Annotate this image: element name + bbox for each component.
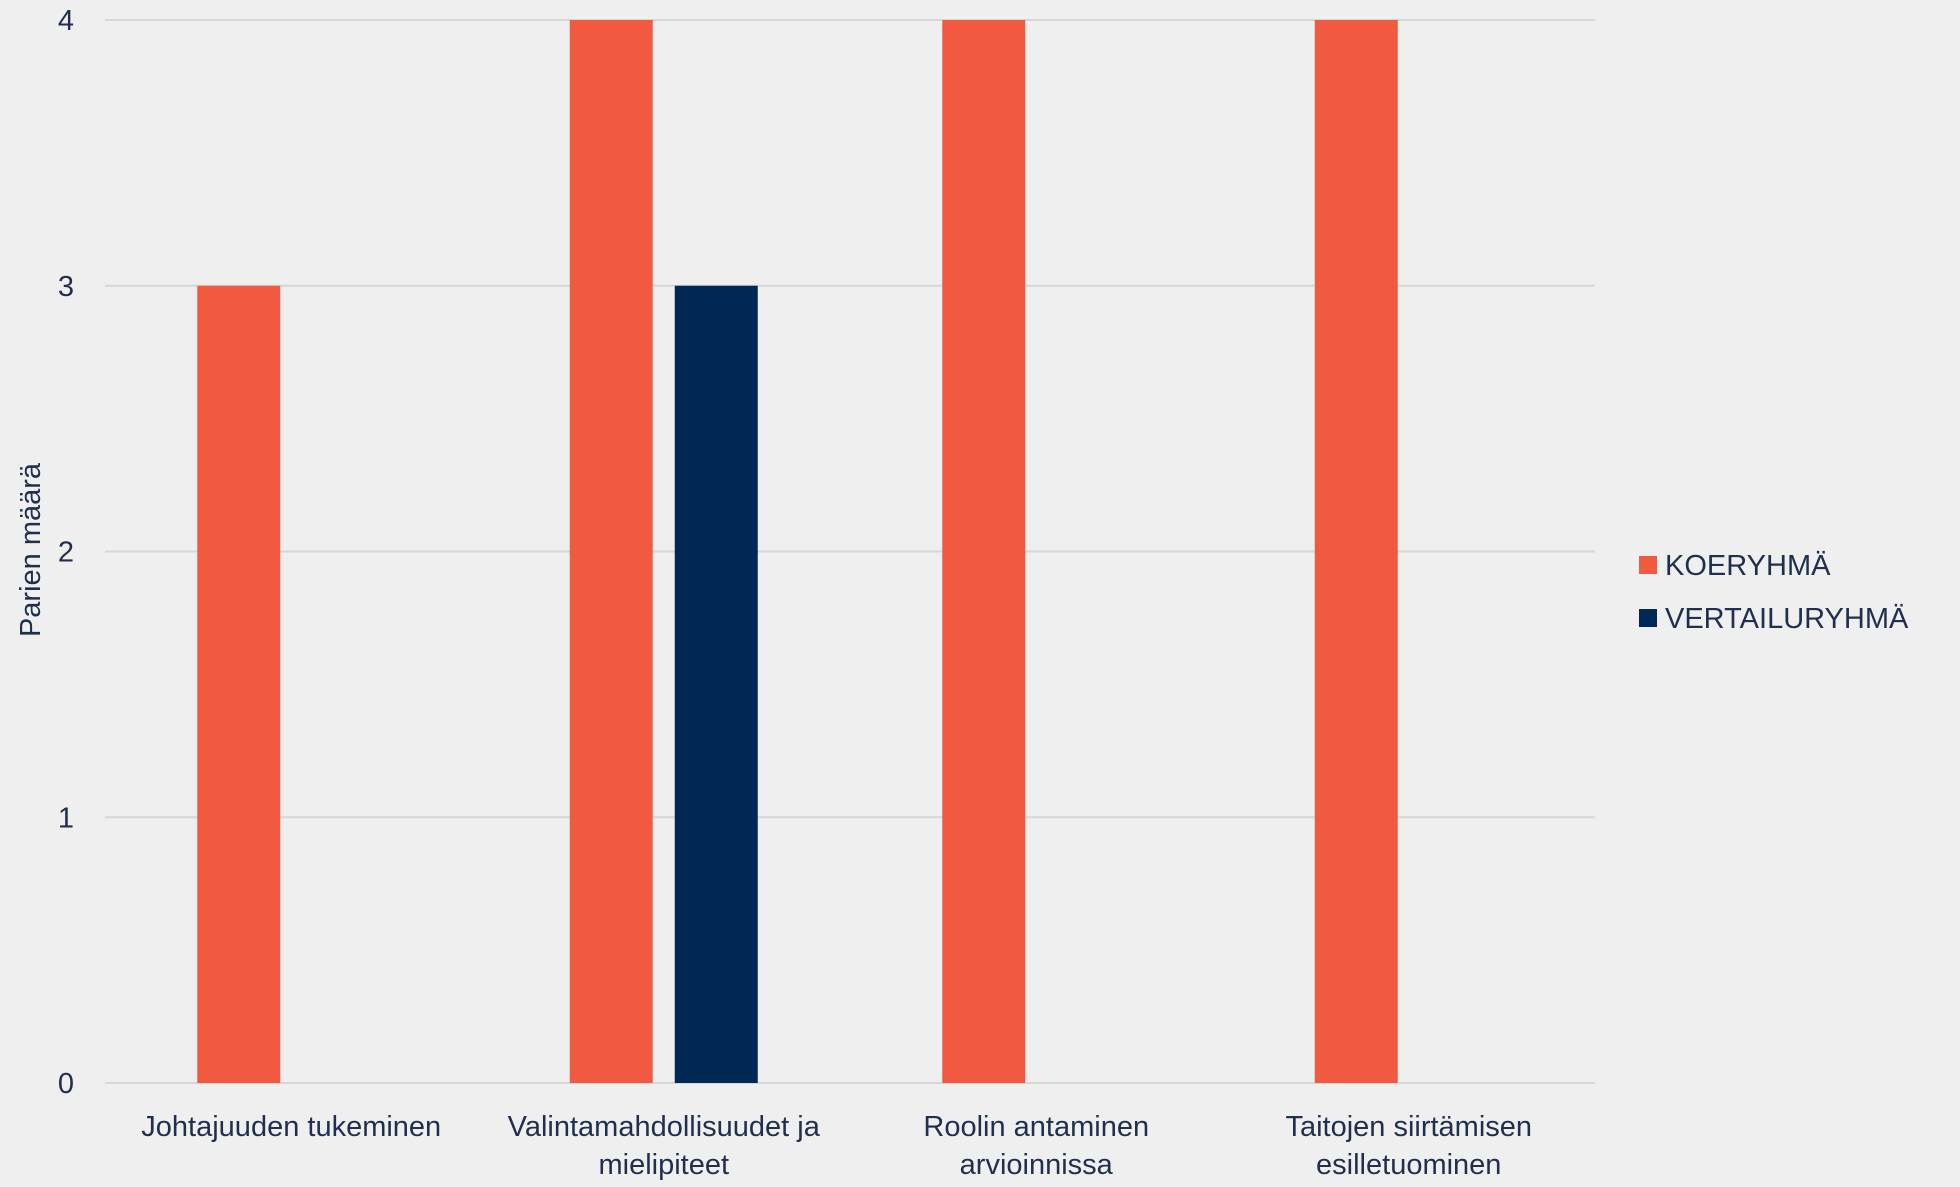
x-category-label: Roolin antaminen arvioinnissa — [923, 1111, 1149, 1181]
x-category-label: Taitojen siirtämisen esilletuominen — [1285, 1111, 1532, 1181]
y-tick-label: 0 — [58, 1068, 74, 1100]
bar-vertailuryhmä-1 — [674, 285, 758, 1083]
bar-koeryhmä-1 — [569, 20, 653, 1083]
bar-koeryhmä-0 — [197, 285, 281, 1083]
legend-label: VERTAILURYHMÄ — [1665, 603, 1909, 635]
bar-koeryhmä-2 — [942, 20, 1026, 1083]
bar-koeryhmä-3 — [1314, 20, 1398, 1083]
bars — [197, 20, 1398, 1083]
y-tick-label: 3 — [58, 271, 74, 303]
legend: KOERYHMÄ VERTAILURYHMÄ — [1639, 550, 1909, 635]
y-tick-label: 2 — [58, 537, 74, 569]
legend-label: KOERYHMÄ — [1665, 550, 1831, 582]
x-category-label: Valintamahdollisuudet ja mielipiteet — [508, 1111, 821, 1181]
y-tick-label: 4 — [58, 5, 74, 37]
x-category-label: Johtajuuden tukeminen — [141, 1111, 441, 1143]
y-tick-label: 1 — [58, 802, 74, 834]
y-axis-ticks: 0 1 2 3 4 — [58, 5, 74, 1100]
y-axis-label: Parien määrä — [15, 462, 47, 637]
legend-swatch — [1639, 556, 1657, 574]
x-axis-labels: Johtajuuden tukeminen Valintamahdollisuud… — [141, 1111, 1532, 1181]
legend-swatch — [1639, 609, 1657, 627]
